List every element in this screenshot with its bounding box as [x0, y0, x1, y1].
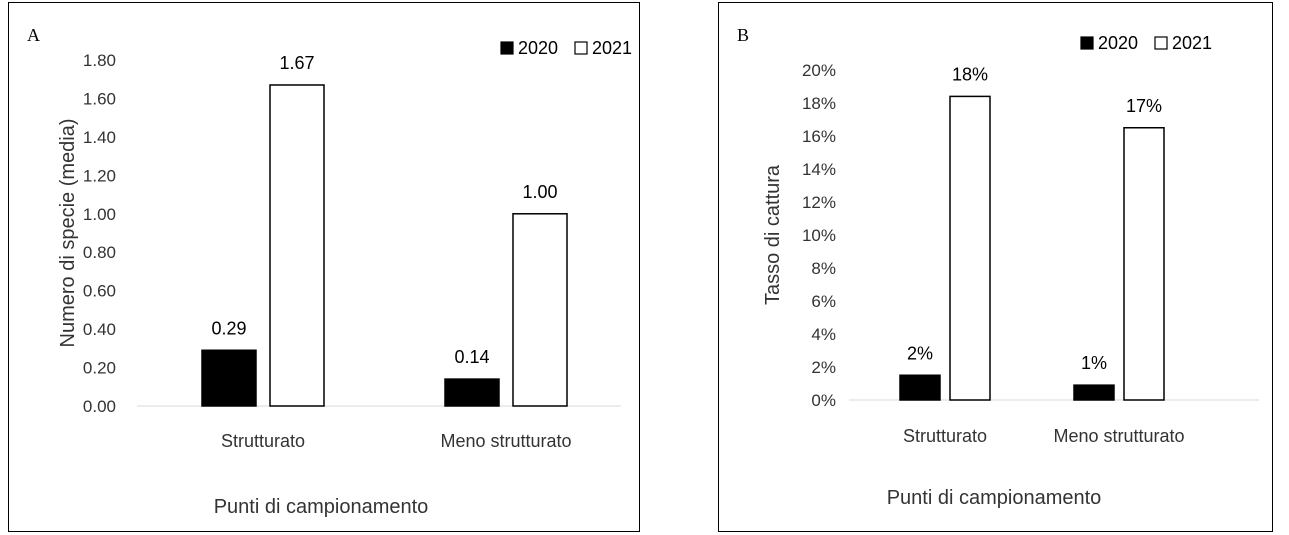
chart-a-y-tick-label: 0.00 [83, 397, 116, 416]
chart-b-legend-label: 2020 [1098, 33, 1138, 53]
chart-a-bar-2021-0 [269, 84, 325, 407]
chart-b-data-label: 2% [907, 343, 933, 363]
chart-b-bar-2021-0 [949, 95, 991, 401]
chart-a-y-tick-label: 1.80 [83, 51, 116, 70]
chart-a-x-axis-title: Punti di campionamento [214, 496, 429, 518]
chart-a-y-tick-label: 1.20 [83, 166, 116, 185]
chart-b-bar-2020-0 [899, 374, 941, 401]
chart-b-data-label: 1% [1081, 353, 1107, 373]
chart-a-data-label: 0.14 [454, 347, 489, 367]
chart-a-bar-2020-0 [201, 349, 257, 407]
chart-b-legend-swatch-2021 [1154, 36, 1168, 50]
chart-b-panel-letter: B [737, 25, 749, 45]
chart-a-y-axis-title: Numero di specie (media) [57, 119, 79, 348]
chart-b-bar-2021-1 [1123, 127, 1165, 401]
chart-b-category-label: Meno strutturato [1053, 426, 1184, 446]
chart-a-legend-swatch-2020 [500, 41, 514, 55]
chart-a-y-tick-label: 0.40 [83, 320, 116, 339]
chart-b-data-label: 18% [952, 64, 988, 84]
chart-a-category-label: Strutturato [221, 431, 305, 451]
chart-panel-a: A 0.00 0.20 0.40 0.60 0.80 1.00 1.20 1.40 1.60 1.8… [8, 2, 640, 532]
chart-b-y-tick-label: 16% [802, 127, 836, 146]
chart-b-x-axis-title: Punti di campionamento [887, 487, 1102, 509]
chart-b-bar-2020-1 [1073, 384, 1115, 401]
chart-a-y-tick-label: 1.40 [83, 128, 116, 147]
chart-a-data-label: 1.00 [522, 182, 557, 202]
chart-b-data-label: 17% [1126, 96, 1162, 116]
chart-b-y-tick-label: 4% [811, 325, 836, 344]
chart-a-bar-2020-1 [444, 378, 500, 407]
chart-b-y-tick-label: 10% [802, 226, 836, 245]
chart-b-legend-label: 2021 [1172, 33, 1212, 53]
chart-panel-b: B 0% 2% 4% 6% 8% 10% 12% 14% 16% 18% 20% Tasso di ca… [718, 2, 1273, 532]
chart-a-y-tick-label: 0.60 [83, 282, 116, 301]
chart-a-y-tick-label: 1.60 [83, 89, 116, 108]
chart-a-legend-label: 2020 [518, 38, 558, 58]
chart-a-legend-swatch-2021 [574, 41, 588, 55]
chart-a-data-label: 0.29 [211, 318, 246, 338]
chart-a-y-tick-label: 1.00 [83, 205, 116, 224]
chart-a-y-tick-label: 0.80 [83, 243, 116, 262]
chart-b-y-tick-label: 6% [811, 292, 836, 311]
chart-b-legend-swatch-2020 [1080, 36, 1094, 50]
chart-a-bar-2021-1 [512, 213, 568, 407]
chart-a-data-label: 1.67 [279, 53, 314, 73]
chart-a-y-tick-label: 0.20 [83, 359, 116, 378]
chart-b-y-tick-label: 8% [811, 259, 836, 278]
chart-b-y-tick-label: 12% [802, 193, 836, 212]
chart-a-svg: A 0.00 0.20 0.40 0.60 0.80 1.00 1.20 1.40 1.60 1.8… [27, 25, 632, 518]
chart-a-category-label: Meno strutturato [440, 431, 571, 451]
chart-b-y-tick-label: 14% [802, 160, 836, 179]
chart-a-panel-letter: A [27, 25, 40, 45]
chart-a-legend-label: 2021 [592, 38, 632, 58]
chart-b-category-label: Strutturato [903, 426, 987, 446]
chart-b-svg: B 0% 2% 4% 6% 8% 10% 12% 14% 16% 18% 20% Tasso di ca… [737, 25, 1259, 509]
chart-b-y-tick-label: 2% [811, 358, 836, 377]
chart-b-y-tick-label: 0% [811, 391, 836, 410]
chart-b-y-axis-title: Tasso di cattura [762, 164, 784, 305]
chart-b-y-tick-label: 18% [802, 94, 836, 113]
chart-b-y-tick-label: 20% [802, 61, 836, 80]
